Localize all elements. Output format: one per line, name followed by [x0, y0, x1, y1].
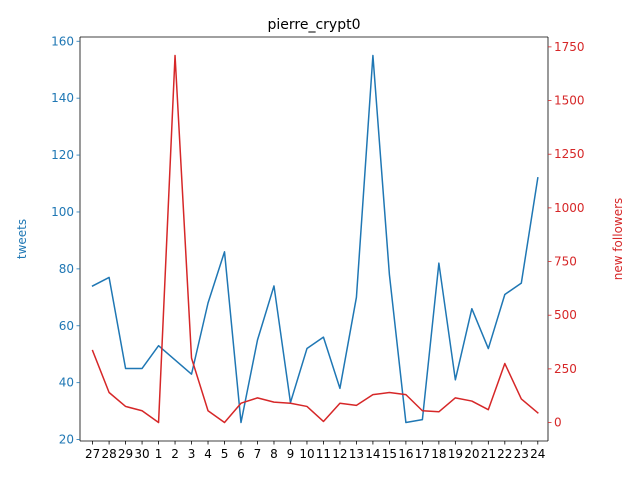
x-tick-label: 11	[316, 447, 331, 461]
series-layer	[91, 54, 539, 424]
chart-title: pierre_crypt0	[268, 17, 361, 33]
right-y-tick-label: 1500	[554, 94, 585, 108]
x-tick-label: 23	[514, 447, 529, 461]
left-y-tick-label: 120	[51, 148, 74, 162]
x-tick-label: 14	[365, 447, 380, 461]
x-tick-label: 4	[204, 447, 212, 461]
left-y-tick-label: 60	[59, 319, 74, 333]
x-tick-label: 30	[134, 447, 149, 461]
right-y-tick-label: 0	[554, 416, 562, 430]
series-line-tweets	[91, 54, 539, 424]
x-tick-label: 20	[464, 447, 479, 461]
x-tick-label: 9	[287, 447, 295, 461]
x-tick-label: 15	[382, 447, 397, 461]
right-y-tick-label: 1750	[554, 40, 585, 54]
right-y-tick-label: 1000	[554, 201, 585, 215]
left-y-tick-label: 80	[59, 262, 74, 276]
x-tick-label: 27	[85, 447, 100, 461]
left-y-tick-label: 40	[59, 376, 74, 390]
left-y-tick-label: 100	[51, 205, 74, 219]
x-tick-label: 29	[118, 447, 133, 461]
x-tick-label: 1	[155, 447, 163, 461]
left-y-tick-label: 20	[59, 433, 74, 447]
x-tick-label: 19	[448, 447, 463, 461]
left-axis-title: tweets	[15, 219, 29, 259]
x-tick-label: 2	[171, 447, 179, 461]
x-tick-label: 12	[332, 447, 347, 461]
x-tick-label: 3	[188, 447, 196, 461]
x-tick-label: 8	[270, 447, 278, 461]
left-y-tick-label: 160	[51, 34, 74, 48]
x-tick-label: 5	[221, 447, 229, 461]
x-tick-label: 17	[415, 447, 430, 461]
right-y-tick-label: 750	[554, 255, 577, 269]
axes-layer: 27 28 29 30 1 2 3 4 5 6 7 8 9 10 11 12 13 14 15 16 17 18 19 20 2…	[51, 34, 584, 461]
x-tick-label: 13	[349, 447, 364, 461]
x-tick-label: 7	[254, 447, 262, 461]
x-tick-label: 6	[237, 447, 245, 461]
x-tick-label: 24	[530, 447, 545, 461]
right-axis-title: new followers	[611, 198, 625, 281]
x-tick-label: 16	[398, 447, 413, 461]
x-tick-label: 18	[431, 447, 446, 461]
right-y-tick-label: 1250	[554, 147, 585, 161]
left-y-tick-label: 140	[51, 91, 74, 105]
x-tick-label: 21	[481, 447, 496, 461]
right-y-tick-label: 500	[554, 308, 577, 322]
series-line-new-followers	[91, 54, 539, 424]
plot-area	[80, 37, 548, 441]
x-tick-label: 28	[101, 447, 116, 461]
x-tick-label: 22	[497, 447, 512, 461]
right-y-tick-label: 250	[554, 362, 577, 376]
x-tick-label: 10	[299, 447, 314, 461]
